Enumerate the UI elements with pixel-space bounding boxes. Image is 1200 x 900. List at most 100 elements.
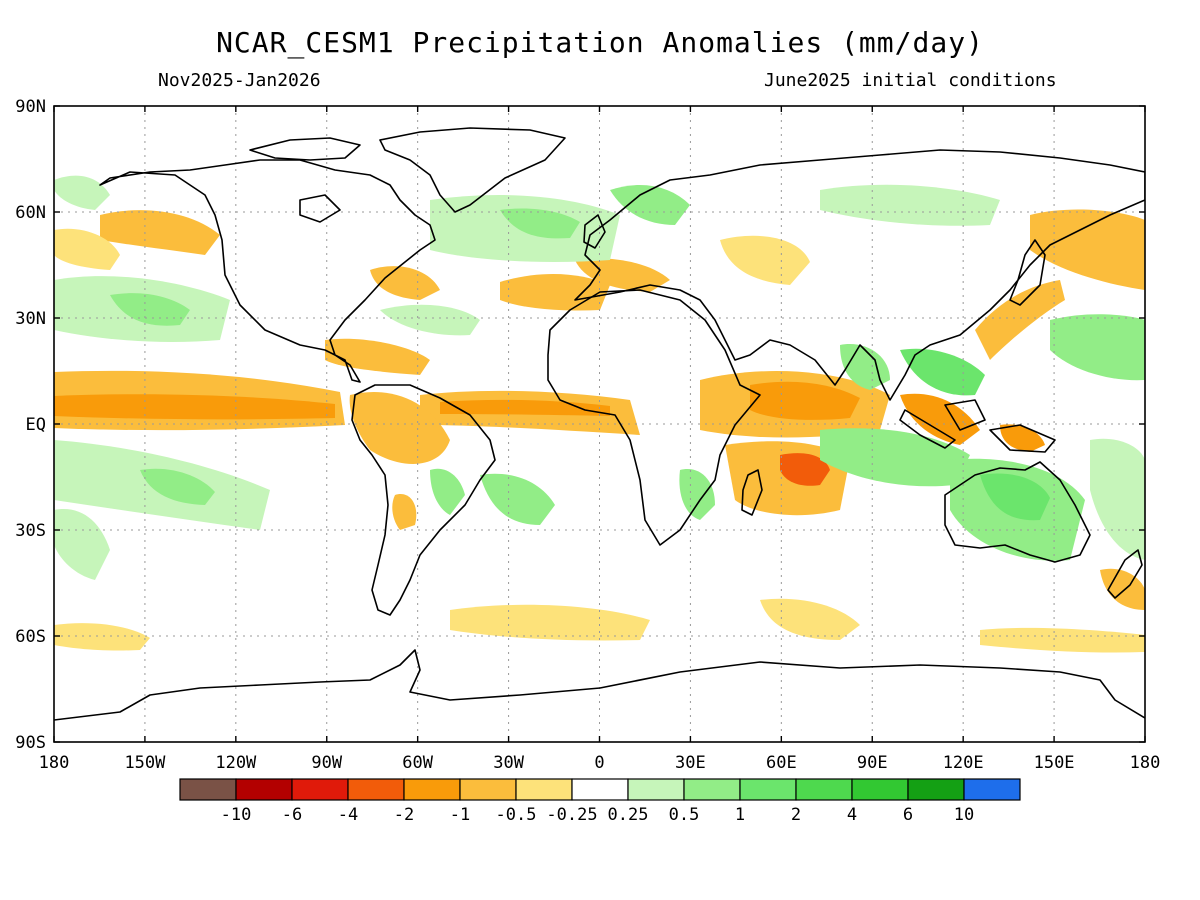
colorbar: -10 -6 -4 -2 -1 -0.5 -0.25 0.25 0.5 1 2 4 6 10 [179,778,1021,825]
colorbar-label: -0.25 [546,805,597,825]
colorbar-label: -6 [282,805,302,825]
colorbar-swatch [179,778,237,801]
coastline-eurasia [574,149,1145,401]
anomaly-dry-mediterranean [575,258,670,292]
anomaly-wet-south-pacific-core [140,468,215,505]
anomaly-dry-amazon [349,392,450,464]
lon-tick-label: 120W [215,753,257,773]
map-title: NCAR_CESM1 Precipitation Anomalies (mm/d… [216,26,984,59]
coastline-greenland [379,127,566,213]
anomaly-wet-central-pacific-north-core [110,293,190,326]
colorbar-label: 6 [903,805,913,825]
initial-conditions-label: June2025 initial conditions [764,70,1057,91]
anomaly-wet-north-atlantic-core [500,208,580,239]
anomaly-wet-siberia [820,184,1000,226]
colorbar-label: -4 [338,805,358,825]
anomaly-dry-caribbean [325,338,430,375]
colorbar-label: -1 [450,805,470,825]
anomaly-dry-kuroshio [975,280,1065,360]
anomaly-dry-south-indian-ocean-core [780,453,830,486]
coastline-australia [944,461,1091,563]
anomaly-dry-southern-ocean-pacific-e [980,627,1145,653]
anomaly-wet-southeast-pacific [54,509,110,580]
coastline-indonesia [899,399,1056,453]
anomaly-wet-scandinavia [610,185,690,225]
lat-tick-label: 30S [15,521,46,541]
anomaly-dry-southern-ocean-atlantic [450,604,650,641]
anomaly-dry-indonesia [900,393,980,445]
colorbar-swatch [795,778,853,801]
coastline-japan [1009,239,1046,306]
anomaly-wet-south-atlantic [480,473,555,525]
coastline-africa [547,289,761,546]
coastline-antarctica [54,649,1145,721]
lon-tick-label: 120E [943,753,984,773]
coastline-north-america [99,159,436,383]
colorbar-swatch [515,778,573,801]
colorbar-label: -0.5 [496,805,537,825]
colorbar-label: 0.5 [669,805,700,825]
colorbar-swatch [291,778,349,801]
lat-tick-label: 90N [15,97,46,117]
coastline-layer [54,127,1145,721]
colorbar-label: -2 [394,805,414,825]
colorbar-label: 1 [735,805,745,825]
anomaly-dry-pacific-itcz-core [54,394,335,420]
anomaly-wet-bay-of-bengal [900,348,985,396]
anomaly-dry-central-asia [720,235,810,285]
colorbar-swatch [683,778,741,801]
anomaly-wet-western-pacific [1050,314,1145,381]
forecast-period: Nov2025-Jan2026 [158,70,321,91]
anomaly-wet-arabian-sea [840,344,890,390]
lon-tick-label: 90W [311,753,342,773]
anomaly-wet-southern-africa [679,469,715,520]
colorbar-swatch [907,778,965,801]
lon-tick-label: 150E [1034,753,1075,773]
lon-tick-label: 180 [1130,753,1161,773]
coastline-arctic-islands [249,137,361,223]
anomaly-wet-subtropical-atlantic [380,304,480,336]
lon-tick-label: 90E [857,753,888,773]
colorbar-swatch [739,778,797,801]
anomaly-dry-north-pacific-west [54,228,120,270]
anomaly-dry-north-atlantic [500,274,610,311]
colorbar-label: 0.25 [608,805,649,825]
anomaly-dry-gulf-of-alaska [100,210,220,255]
lon-tick-label: 0 [594,753,604,773]
lat-tick-label: 60S [15,627,46,647]
anomaly-wet-alaska [54,175,110,210]
colorbar-swatch [627,778,685,801]
colorbar-label: 10 [954,805,974,825]
lon-tick-label: 180 [39,753,70,773]
lat-tick-label: 60N [15,203,46,223]
lon-tick-label: 30E [675,753,706,773]
colorbar-label: 2 [791,805,801,825]
anomaly-dry-nw-pacific [1030,209,1145,290]
lon-tick-label: 60E [766,753,797,773]
lon-tick-label: 30W [493,753,524,773]
lat-tick-label: 30N [15,309,46,329]
coastline-new-zealand [1107,549,1143,599]
colorbar-label: -10 [221,805,252,825]
colorbar-swatch [571,778,629,801]
anomaly-dry-southern-ocean-pacific-w [54,623,150,651]
coastline-south-america [351,384,496,616]
anomaly-wet-sw-pacific [1090,438,1145,560]
anomaly-dry-tasman [1100,568,1145,610]
anomaly-dry-southern-ocean-indian [760,598,860,640]
anomaly-dry-south-america-south [392,494,417,530]
anomaly-dry-atlantic-itcz-core [440,399,610,416]
lat-tick-label: EQ [26,415,46,435]
anomaly-wet-equatorial-indian [820,428,970,487]
colorbar-swatch [851,778,909,801]
anomaly-wet-australia-core [980,473,1050,521]
colorbar-swatch [235,778,293,801]
graticule [54,106,1145,742]
colorbar-swatch [347,778,405,801]
anomaly-dry-nw-atlantic [370,266,440,300]
axis-ticks: 180 150W 120W 90W 60W 30W 0 30E 60E 90E 120E 150E 18… [15,97,1160,773]
colorbar-swatch [459,778,517,801]
colorbar-label: 4 [847,805,857,825]
coastline-madagascar [741,469,763,516]
